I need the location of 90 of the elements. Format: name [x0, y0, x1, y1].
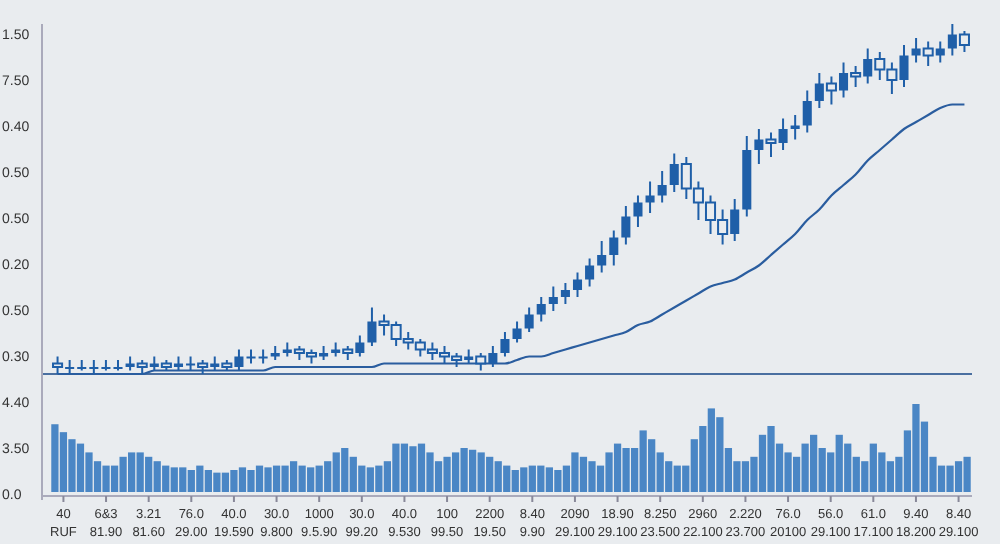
- bar: [187, 470, 195, 492]
- bar: [255, 465, 264, 492]
- bar: [528, 465, 536, 492]
- candlestick: [536, 296, 546, 323]
- bar: [417, 443, 426, 492]
- bar: [409, 446, 417, 492]
- bar: [707, 408, 715, 492]
- bar: [153, 461, 161, 492]
- bar: [673, 465, 681, 492]
- bar: [520, 467, 528, 492]
- bar: [213, 472, 221, 492]
- bar: [136, 452, 144, 492]
- bar: [298, 465, 306, 492]
- bar: [119, 456, 127, 492]
- bar: [494, 461, 502, 492]
- bar: [486, 456, 494, 492]
- bar: [835, 434, 843, 492]
- bar: [102, 465, 110, 492]
- candlestick: [560, 282, 570, 305]
- bar: [85, 452, 93, 492]
- bar: [784, 452, 792, 492]
- candlestick: [802, 89, 812, 134]
- bar: [400, 443, 409, 492]
- bar: [230, 470, 238, 492]
- bar: [801, 443, 809, 492]
- bar: [162, 465, 170, 492]
- bar: [963, 456, 971, 492]
- bar: [375, 465, 383, 492]
- bar: [196, 465, 204, 492]
- candlestick: [500, 331, 510, 358]
- bar: [869, 443, 877, 492]
- bar: [639, 430, 647, 492]
- bar: [281, 465, 289, 492]
- candlestick: [621, 205, 631, 246]
- bar: [247, 470, 255, 492]
- bar: [878, 452, 886, 492]
- bar: [238, 467, 247, 492]
- bar: [145, 456, 153, 492]
- candlestick: [609, 229, 619, 267]
- bar: [477, 452, 485, 492]
- bar: [170, 467, 178, 492]
- bar: [51, 424, 59, 492]
- bar: [358, 465, 366, 492]
- candlestick: [548, 285, 558, 312]
- bar: [392, 443, 400, 492]
- bar: [332, 452, 340, 492]
- candlestick: [633, 194, 643, 228]
- bar: [307, 467, 315, 492]
- bar: [511, 470, 519, 492]
- bar: [588, 461, 596, 492]
- bar: [179, 467, 187, 492]
- bar: [315, 465, 323, 492]
- bar: [366, 467, 374, 492]
- bar: [613, 443, 622, 492]
- candlestick: [524, 306, 534, 333]
- bar: [767, 426, 775, 492]
- candlestick: [597, 240, 607, 274]
- bar: [426, 452, 434, 492]
- bar: [76, 443, 85, 492]
- bar: [221, 472, 230, 492]
- bar: [59, 432, 68, 492]
- bar: [605, 452, 613, 492]
- bar: [349, 456, 357, 492]
- bar: [844, 443, 852, 492]
- bar: [622, 448, 630, 492]
- bar: [264, 467, 272, 492]
- candlestick: [645, 180, 655, 214]
- candlestick: [657, 170, 667, 204]
- bar: [937, 465, 946, 492]
- bar: [758, 434, 767, 492]
- bar: [954, 461, 963, 492]
- bar: [571, 452, 579, 492]
- bar: [579, 456, 588, 492]
- bar: [912, 404, 920, 492]
- bar: [503, 465, 511, 492]
- bar: [289, 461, 298, 492]
- bar: [68, 439, 76, 492]
- bar: [741, 461, 750, 492]
- bar: [443, 456, 451, 492]
- bar: [272, 465, 281, 492]
- candlestick: [512, 320, 522, 344]
- bar: [537, 465, 545, 492]
- bar: [946, 465, 954, 492]
- bar: [451, 452, 460, 492]
- bar: [341, 448, 349, 492]
- bar: [554, 470, 562, 492]
- bar: [110, 465, 119, 492]
- candlestick: [585, 257, 595, 288]
- candlestick: [572, 271, 583, 298]
- bar: [460, 448, 468, 492]
